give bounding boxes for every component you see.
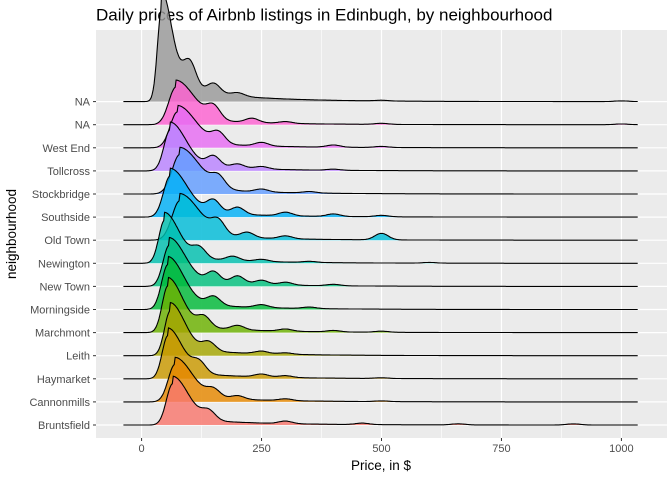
ridge-line-13 xyxy=(123,79,638,126)
y-tick-label: Haymarket xyxy=(37,374,90,386)
ridge-line-7 xyxy=(123,211,638,264)
y-tick-label: Leith xyxy=(66,351,90,363)
y-axis: Bruntsfield Cannonmills Haymarket Leith Marc… xyxy=(29,97,96,432)
ridges xyxy=(123,0,639,426)
x-tick-label: 0 xyxy=(139,443,145,455)
ridge-line-1 xyxy=(123,356,638,403)
y-tick-label: Marchmont xyxy=(35,328,90,340)
ridge-line-9 xyxy=(123,167,638,218)
y-tick-label: Old Town xyxy=(44,235,90,247)
ridge-line-6 xyxy=(123,236,638,287)
x-tick-label: 250 xyxy=(252,443,270,455)
ridge-line-14 xyxy=(123,0,638,103)
y-axis-title: neighbourhood xyxy=(4,189,19,279)
ridge-line-12 xyxy=(123,104,638,149)
chart-title: Daily prices of Airbnb listings in Edinb… xyxy=(96,6,552,25)
x-axis-title: Price, in $ xyxy=(351,458,412,473)
x-tick-label: 500 xyxy=(372,443,390,455)
ridge-line-2 xyxy=(123,327,638,380)
y-tick-label: NA xyxy=(75,120,91,132)
x-axis: 0 250 500 750 1000 xyxy=(139,438,634,455)
x-tick-label: 750 xyxy=(492,443,510,455)
ridge-line-10 xyxy=(123,146,638,195)
y-tick-label: Cannonmills xyxy=(29,397,90,409)
ridge-fill-0 xyxy=(123,376,639,425)
y-tick-label: West End xyxy=(43,143,91,155)
y-tick-label: Newington xyxy=(38,258,90,270)
y-tick-label: NA xyxy=(75,97,91,109)
y-tick-label: Southside xyxy=(41,212,90,224)
ridge-line-8 xyxy=(123,192,638,241)
ridge-line-0 xyxy=(123,375,638,426)
y-tick-label: Tollcross xyxy=(47,166,90,178)
ridge-line-5 xyxy=(123,255,638,311)
y-tick-label: Morningside xyxy=(30,305,90,317)
x-tick-label: 1000 xyxy=(609,443,633,455)
y-tick-label: Stockbridge xyxy=(32,189,90,201)
ridge-line-4 xyxy=(123,276,638,334)
y-tick-label: Bruntsfield xyxy=(38,420,90,432)
ridge-line-11 xyxy=(123,121,638,172)
y-tick-label: New Town xyxy=(39,281,90,293)
ridge-line-3 xyxy=(123,301,638,357)
